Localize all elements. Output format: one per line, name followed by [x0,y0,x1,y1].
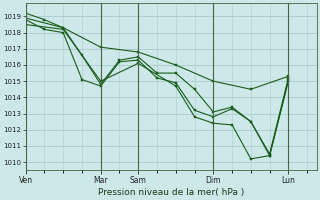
X-axis label: Pression niveau de la mer( hPa ): Pression niveau de la mer( hPa ) [98,188,244,197]
